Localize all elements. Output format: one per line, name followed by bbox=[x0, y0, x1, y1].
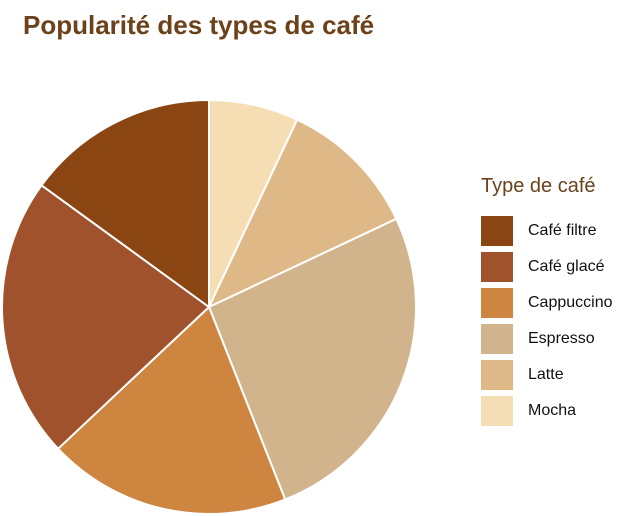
legend-item: Café filtre bbox=[481, 213, 613, 249]
legend-item: Latte bbox=[481, 357, 613, 393]
pie-slice-caf-glac- bbox=[1, 183, 211, 451]
legend-item: Espresso bbox=[481, 321, 613, 357]
legend-label: Latte bbox=[528, 366, 564, 383]
legend-swatch bbox=[481, 216, 513, 246]
pie-slice-latte bbox=[206, 118, 398, 310]
pie-slice-espresso bbox=[207, 217, 417, 501]
legend-swatch bbox=[481, 288, 513, 318]
legend-label: Mocha bbox=[528, 402, 577, 419]
legend-label: Café glacé bbox=[528, 258, 605, 275]
pie-slice-cappuccino bbox=[56, 305, 287, 515]
legend-item: Mocha bbox=[481, 393, 613, 429]
legend-swatch bbox=[481, 324, 513, 354]
legend-items: Café filtre Café glacé Cappuccino Espresso L… bbox=[481, 213, 613, 429]
legend-swatch bbox=[481, 396, 513, 426]
legend-label: Cappuccino bbox=[528, 294, 613, 311]
pie-slice-caf-filtre bbox=[40, 98, 210, 309]
legend-label: Café filtre bbox=[528, 222, 597, 239]
legend-item: Café glacé bbox=[481, 249, 613, 285]
legend-swatch bbox=[481, 360, 513, 390]
legend-label: Espresso bbox=[528, 330, 595, 347]
legend-title: Type de café bbox=[481, 175, 596, 197]
chart-title: Popularité des types de café bbox=[23, 10, 375, 40]
legend-item: Cappuccino bbox=[481, 285, 613, 321]
legend: Type de café Café filtre Café glacé Cappuc… bbox=[481, 175, 613, 429]
legend-swatch bbox=[481, 252, 513, 282]
